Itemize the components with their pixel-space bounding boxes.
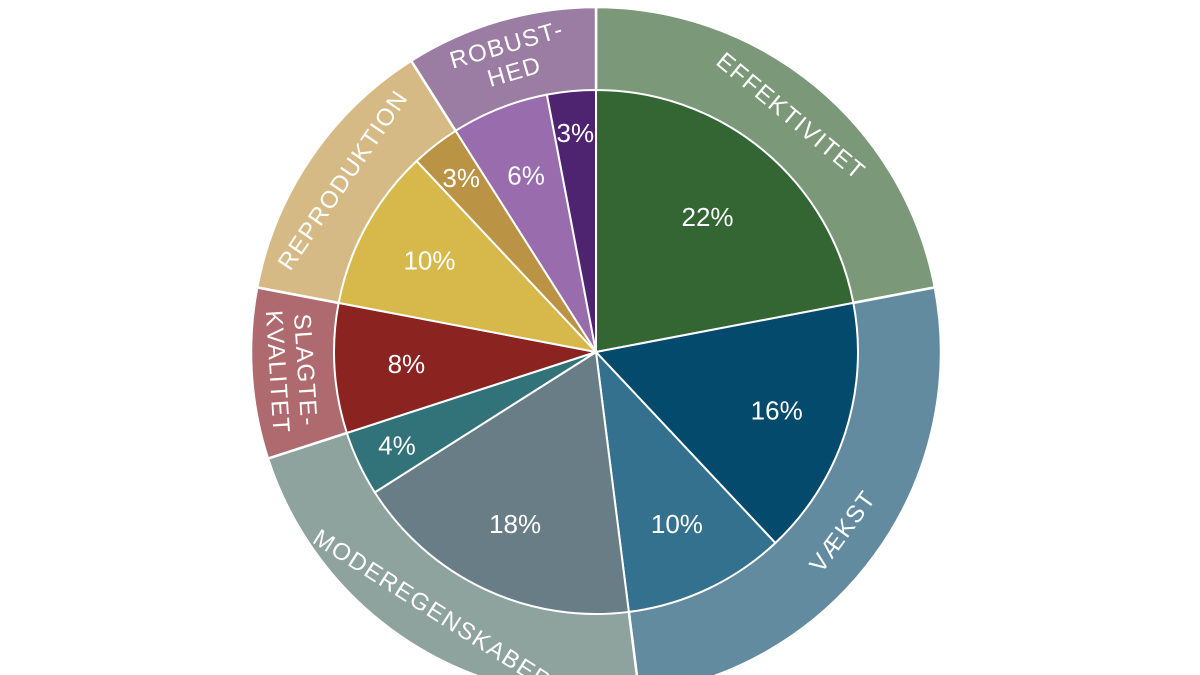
- inner-pie: [333, 88, 859, 615]
- slice-label-9: 6%: [507, 160, 545, 190]
- pie-slice-7: [337, 159, 599, 354]
- slice-label-7: 10%: [403, 245, 455, 275]
- slice-label-8: 3%: [442, 163, 480, 193]
- pie-slice-4: [373, 350, 630, 615]
- pie-slice-3: [594, 349, 777, 614]
- slice-label-1: 22%: [682, 202, 734, 232]
- slice-label-4: 18%: [489, 509, 541, 539]
- pie-slice-2: [594, 301, 859, 545]
- slice-label-5: 4%: [378, 431, 416, 461]
- slice-label-3: 10%: [651, 509, 703, 539]
- pie-slice-10: [545, 88, 597, 353]
- slice-label-2: 16%: [751, 396, 803, 426]
- category-label-slagtekvalitet: SLAGTE-KVALITET: [260, 310, 322, 435]
- slice-label-10: 3%: [557, 118, 595, 148]
- pie-slice-1: [595, 88, 855, 354]
- pie-slice-6: [333, 301, 597, 435]
- slice-label-6: 8%: [388, 349, 426, 379]
